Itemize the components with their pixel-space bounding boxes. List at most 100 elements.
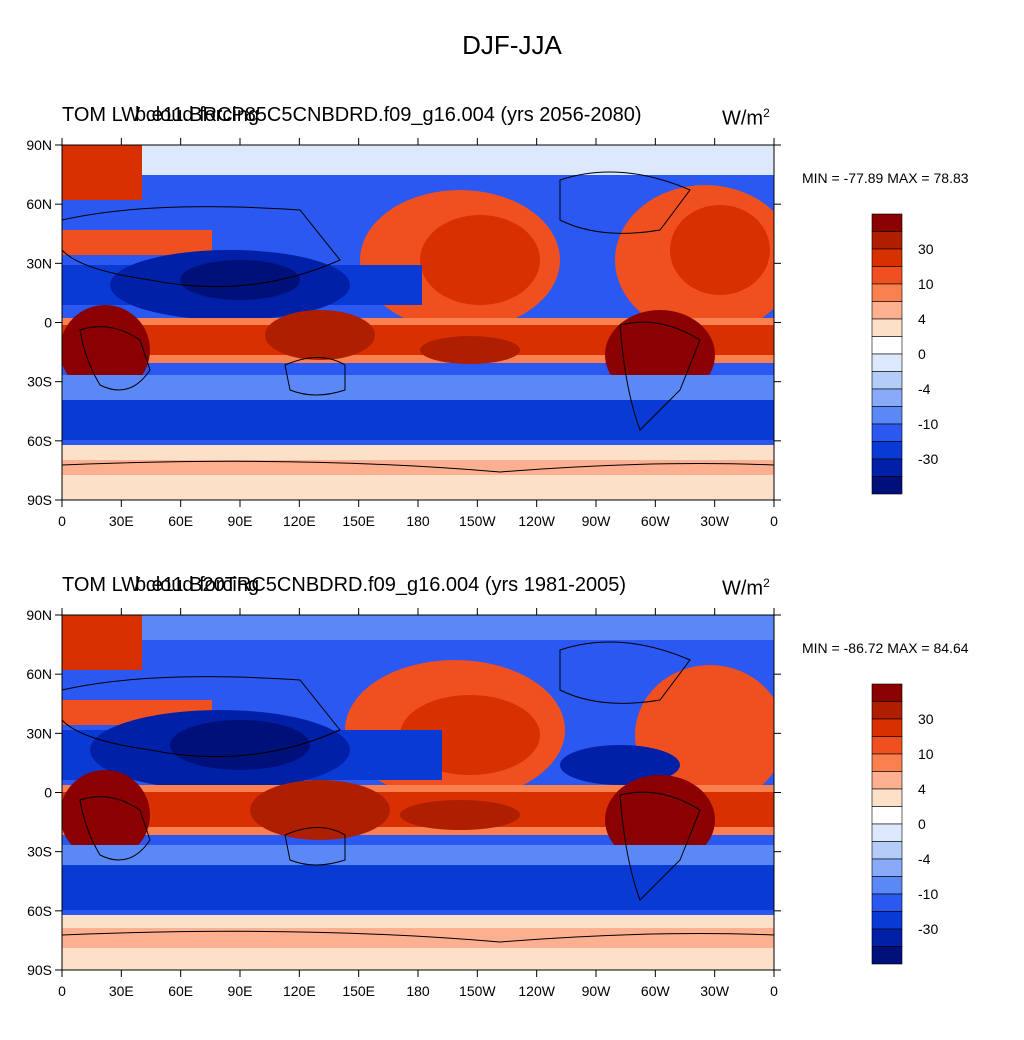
field-layer bbox=[62, 615, 774, 970]
colorbar: 30 10 4 0 -4 -10 -30 bbox=[871, 213, 938, 495]
colorbar-swatch bbox=[871, 318, 903, 337]
map-plot-historical: 0 30E 60E 90E 120E 150E 180 150W 120W 90W 60W 30W 0 … bbox=[26, 607, 938, 999]
x-tick-label: 30E bbox=[109, 983, 134, 999]
x-tick-label: 120W bbox=[518, 513, 555, 529]
y-tick-label: 90N bbox=[26, 607, 52, 623]
min-max-label: MIN = -86.72 MAX = 84.64 bbox=[802, 640, 969, 656]
y-tick-label: 30S bbox=[27, 374, 52, 390]
colorbar-swatch bbox=[871, 806, 903, 825]
x-tick-label: 120E bbox=[283, 983, 316, 999]
colorbar-label: 10 bbox=[918, 746, 934, 762]
colorbar-swatch bbox=[871, 718, 903, 737]
colorbar-label: -30 bbox=[918, 921, 938, 937]
colorbar-swatch bbox=[871, 823, 903, 842]
x-axis: 0 30E 60E 90E 120E 150E 180 150W 120W 90W 60W 30W 0 bbox=[58, 608, 778, 999]
colorbar-swatch bbox=[871, 248, 903, 267]
y-tick-label: 90S bbox=[27, 962, 52, 978]
units-label: W/m2 bbox=[722, 106, 770, 131]
y-tick-label: 30N bbox=[26, 255, 52, 271]
colorbar-swatch bbox=[871, 388, 903, 407]
figure-title: DJF-JJA bbox=[462, 30, 562, 60]
min-max-label: MIN = -77.89 MAX = 78.83 bbox=[802, 170, 969, 186]
units-label: W/m2 bbox=[722, 576, 770, 601]
colorbar-swatch bbox=[871, 928, 903, 947]
x-axis: 0 30E 60E 90E 120E 150E 180 150W 120W 90W 60W 30W 0 bbox=[58, 138, 778, 529]
y-tick-label: 30S bbox=[27, 844, 52, 860]
colorbar-swatch bbox=[871, 876, 903, 895]
x-tick-label: 30E bbox=[109, 513, 134, 529]
x-tick-label: 90W bbox=[582, 513, 612, 529]
colorbar-swatch bbox=[871, 336, 903, 355]
colorbar-label: -4 bbox=[918, 851, 931, 867]
plot-title-center: b.e11.B20TRC5CNBDRD.f09_g16.004 (yrs 198… bbox=[135, 574, 627, 596]
colorbar-swatch bbox=[871, 771, 903, 790]
units-sup: 2 bbox=[763, 106, 770, 120]
x-tick-label: 60E bbox=[168, 983, 193, 999]
y-tick-label: 60S bbox=[27, 903, 52, 919]
colorbar-swatch bbox=[871, 283, 903, 302]
colorbar-label: -4 bbox=[918, 381, 931, 397]
x-tick-label: 120W bbox=[518, 983, 555, 999]
panel-future: 0 30E 60E 90E 120E 150E 180 150W 120W 90W 60W 30W 0 … bbox=[0, 100, 1024, 570]
colorbar-swatch bbox=[871, 911, 903, 930]
colorbar-label: -10 bbox=[918, 416, 938, 432]
x-tick-label: 180 bbox=[406, 513, 430, 529]
colorbar-label: 30 bbox=[918, 241, 934, 257]
x-tick-label: 90W bbox=[582, 983, 612, 999]
colorbar-swatch bbox=[871, 231, 903, 250]
colorbar-swatch bbox=[871, 701, 903, 720]
y-axis: 90N 60N 30N 0 30S 60S 90S bbox=[26, 607, 781, 978]
colorbar-swatch bbox=[871, 683, 903, 702]
panel-historical: 0 30E 60E 90E 120E 150E 180 150W 120W 90W 60W 30W 0 … bbox=[0, 570, 1024, 1040]
colorbar-label: 4 bbox=[918, 781, 926, 797]
colorbar-swatch bbox=[871, 893, 903, 912]
colorbar-swatch bbox=[871, 266, 903, 285]
x-tick-label: 150W bbox=[459, 513, 496, 529]
y-tick-label: 60S bbox=[27, 433, 52, 449]
y-tick-label: 90N bbox=[26, 137, 52, 153]
x-tick-label: 30W bbox=[700, 983, 730, 999]
colorbar-swatch bbox=[871, 858, 903, 877]
plot-title-left: TOM LW cloud forcing bbox=[62, 574, 260, 596]
x-tick-label: 150W bbox=[459, 983, 496, 999]
x-tick-label: 150E bbox=[342, 513, 375, 529]
x-tick-label: 0 bbox=[58, 983, 66, 999]
colorbar-swatch bbox=[871, 441, 903, 460]
units-base: W/m bbox=[722, 107, 764, 130]
x-tick-label: 60E bbox=[168, 513, 193, 529]
colorbar-swatch bbox=[871, 841, 903, 860]
x-tick-label: 0 bbox=[770, 513, 778, 529]
colorbar: 30 10 4 0 -4 -10 -30 bbox=[871, 683, 938, 965]
colorbar-swatch bbox=[871, 946, 903, 965]
colorbar-swatch bbox=[871, 353, 903, 372]
colorbar-label: 0 bbox=[918, 816, 926, 832]
plot-title-left: TOM LW cloud forcing bbox=[62, 104, 260, 126]
colorbar-swatch bbox=[871, 213, 903, 232]
y-tick-label: 0 bbox=[44, 785, 52, 801]
colorbar-swatch bbox=[871, 301, 903, 320]
colorbar-swatch bbox=[871, 423, 903, 442]
colorbar-label: 0 bbox=[918, 346, 926, 362]
x-tick-label: 0 bbox=[58, 513, 66, 529]
y-tick-label: 60N bbox=[26, 666, 52, 682]
x-tick-label: 120E bbox=[283, 513, 316, 529]
y-axis: 90N 60N 30N 0 30S 60S 90S bbox=[26, 137, 781, 508]
colorbar-swatch bbox=[871, 753, 903, 772]
colorbar-label: -30 bbox=[918, 451, 938, 467]
x-tick-label: 90E bbox=[228, 983, 253, 999]
x-tick-label: 150E bbox=[342, 983, 375, 999]
units-sup: 2 bbox=[763, 576, 770, 590]
plot-title-center: b.e11.BRCP85C5CNBDRD.f09_g16.004 (yrs 20… bbox=[135, 104, 642, 126]
y-tick-label: 30N bbox=[26, 725, 52, 741]
x-tick-label: 60W bbox=[641, 983, 671, 999]
colorbar-swatch bbox=[871, 458, 903, 477]
colorbar-swatch bbox=[871, 406, 903, 425]
y-tick-label: 90S bbox=[27, 492, 52, 508]
x-tick-label: 60W bbox=[641, 513, 671, 529]
colorbar-swatch bbox=[871, 476, 903, 495]
colorbar-swatch bbox=[871, 788, 903, 807]
field-layer bbox=[62, 145, 774, 500]
colorbar-label: 30 bbox=[918, 711, 934, 727]
colorbar-swatch bbox=[871, 371, 903, 390]
units-base: W/m bbox=[722, 577, 764, 600]
